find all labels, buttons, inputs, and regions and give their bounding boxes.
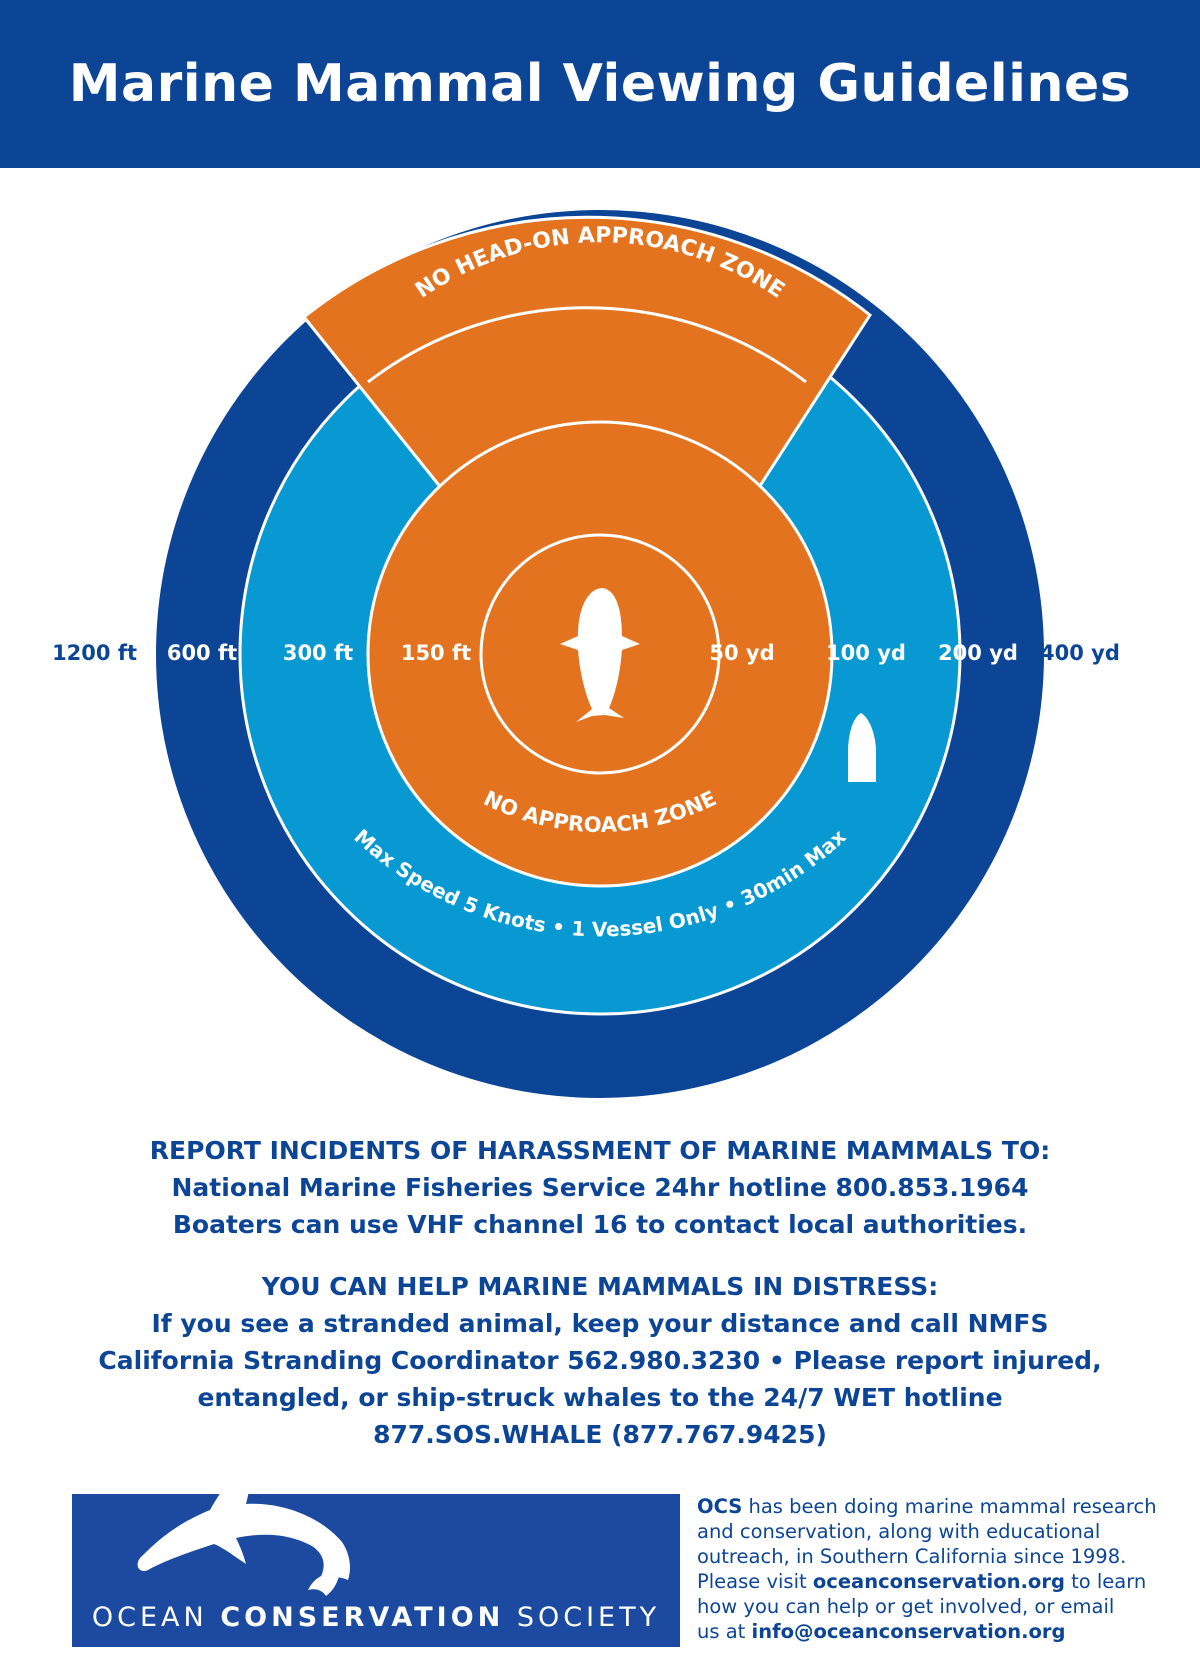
distance-label-100yd: 100 yd [826,641,906,665]
distance-label-400yd: 400 yd [1040,641,1120,665]
about-line-6: us at info@oceanconservation.org [697,1620,1066,1643]
zone-divider [367,306,807,384]
distance-label-50yd: 50 yd [709,641,774,665]
page-header: Marine Mammal Viewing Guidelines [0,0,1200,168]
about-line-3: outreach, in Southern California since 1… [697,1545,1127,1568]
report-vhf: Boaters can use VHF channel 16 to contac… [172,1210,1028,1239]
help-heading: YOU CAN HELP MARINE MAMMALS IN DISTRESS: [261,1272,939,1301]
help-line-4: 877.SOS.WHALE (877.767.9425) [373,1420,827,1449]
logo-wordmark: OCEAN CONSERVATION SOCIETY [72,1602,680,1633]
page-title: Marine Mammal Viewing Guidelines [68,54,1132,114]
about-ocs: OCS has been doing marine mammal researc… [697,1494,1177,1644]
report-hotline: National Marine Fisheries Service 24hr h… [171,1173,1029,1202]
about-line-5: how you can help or get involved, or ema… [697,1595,1115,1618]
distance-label-600ft: 600 ft [167,641,237,665]
logo-word-society: SOCIETY [516,1602,661,1633]
help-line-2: California Stranding Coordinator 562.980… [98,1346,1102,1375]
logo-word-ocean: OCEAN [91,1602,208,1633]
about-line-1: OCS has been doing marine mammal researc… [697,1495,1157,1518]
viewing-zones-diagram: 1200 ft 600 ft 300 ft 150 ft 50 yd 100 y… [52,210,1120,1098]
boat-icon [848,713,876,782]
distance-label-200yd: 200 yd [938,641,1018,665]
distance-label-1200ft: 1200 ft [52,641,137,665]
inner-circle [479,533,721,775]
distance-label-300ft: 300 ft [283,641,353,665]
help-line-1: If you see a stranded animal, keep your … [151,1309,1049,1338]
dolphin-icon [137,1448,350,1596]
email-link[interactable]: info@oceanconservation.org [751,1620,1066,1643]
website-link[interactable]: oceanconservation.org [812,1570,1065,1593]
logo-word-conservation: CONSERVATION [220,1602,505,1633]
help-section: YOU CAN HELP MARINE MAMMALS IN DISTRESS:… [0,1268,1200,1453]
about-line-2: and conservation, along with educational [697,1520,1101,1543]
whale-icon [560,588,640,722]
distance-label-150ft: 150 ft [401,641,471,665]
help-line-3: entangled, or ship-struck whales to the … [197,1383,1003,1412]
about-org: OCS [697,1495,743,1518]
report-section: REPORT INCIDENTS OF HARASSMENT OF MARINE… [0,1132,1200,1243]
report-heading: REPORT INCIDENTS OF HARASSMENT OF MARINE… [149,1136,1051,1165]
ocs-logo [72,1494,680,1647]
about-line-4: Please visit oceanconservation.org to le… [697,1570,1147,1593]
